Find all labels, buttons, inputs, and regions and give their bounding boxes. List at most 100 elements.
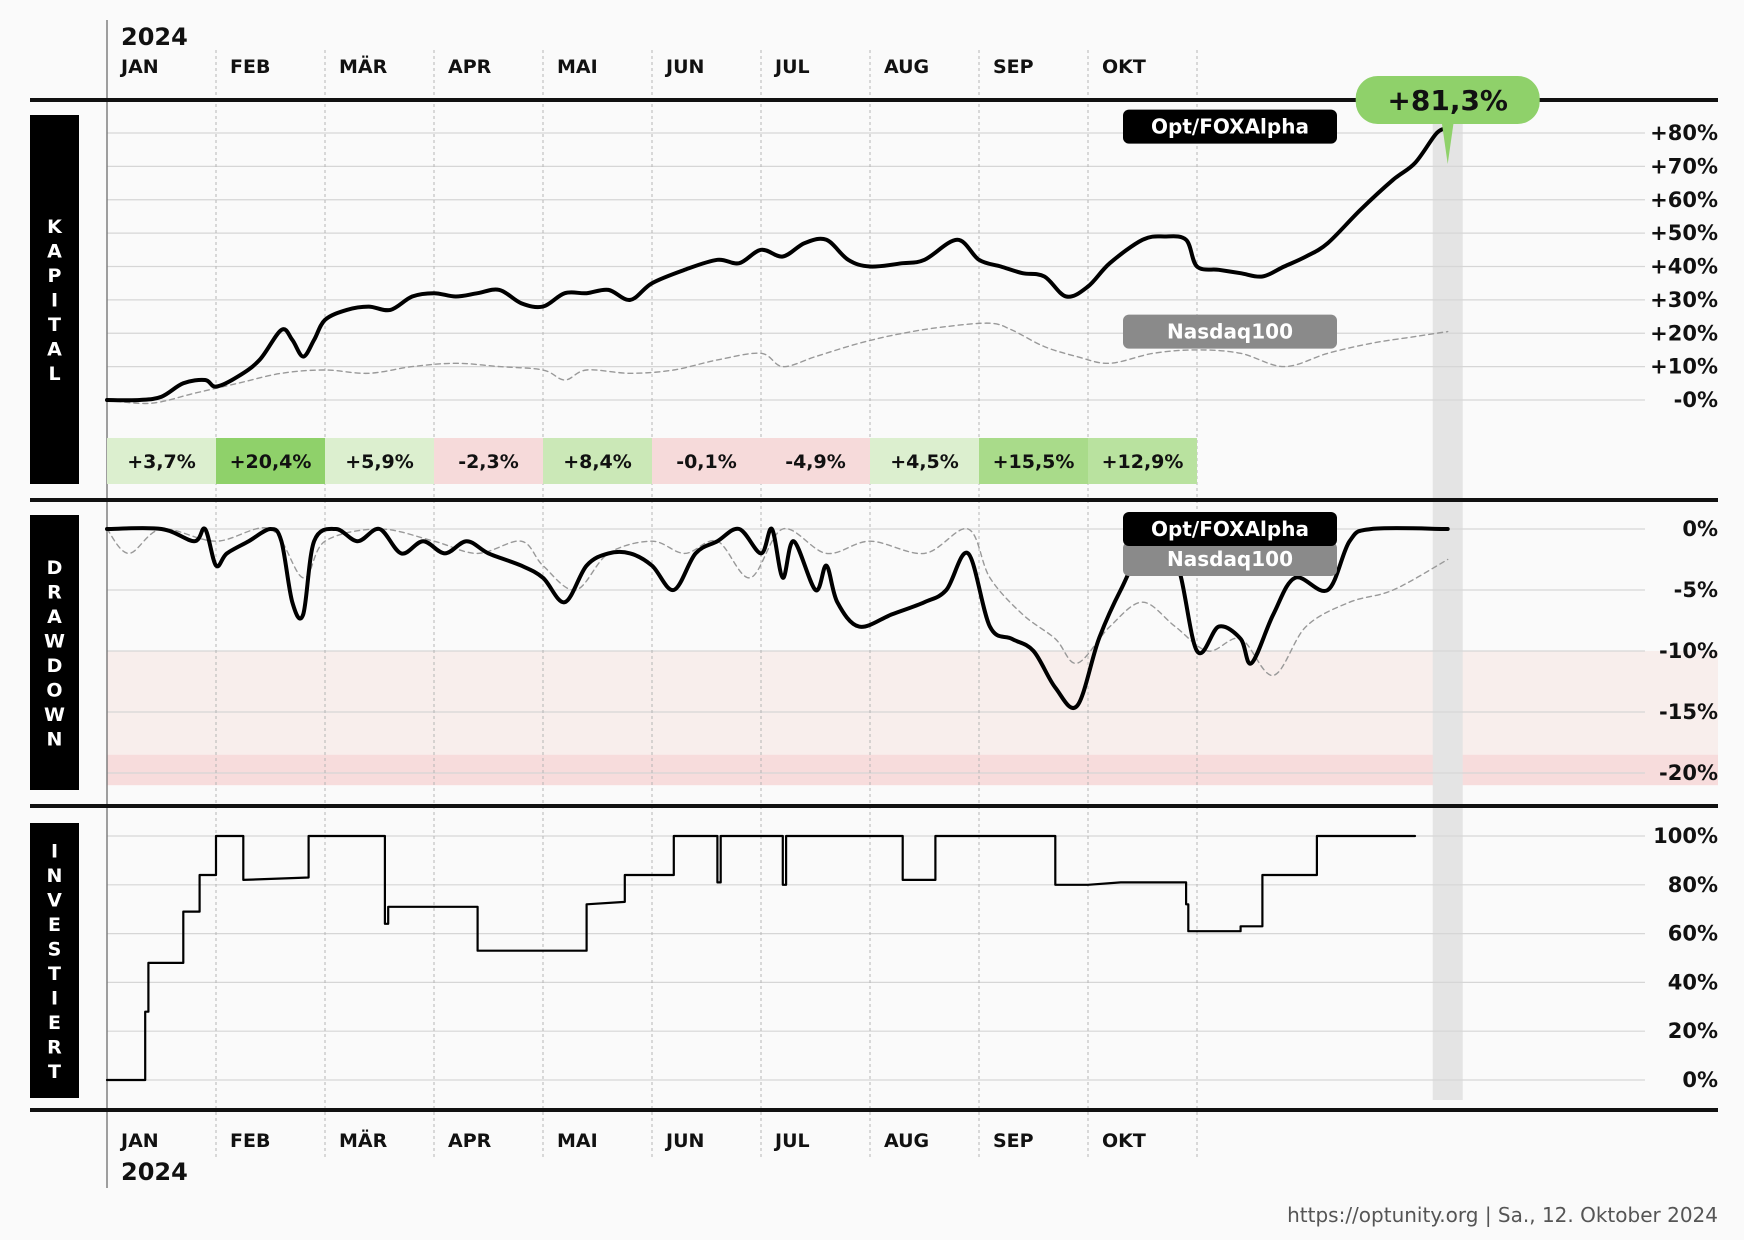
monthly-return-cell bbox=[325, 438, 434, 484]
monthly-return-value: +8,4% bbox=[563, 451, 632, 473]
footer-source: https://optunity.org | Sa., 12. Oktober … bbox=[1287, 1203, 1718, 1227]
drawdown-zone-moderate bbox=[107, 651, 1718, 755]
final-return-value: +81,3% bbox=[1387, 84, 1508, 117]
y-tick-investiert: 40% bbox=[1668, 970, 1718, 994]
panel-title-letter: I bbox=[51, 987, 58, 1009]
monthly-return-cell bbox=[216, 438, 325, 484]
panel-title-letter: T bbox=[48, 314, 61, 336]
month-label-bottom: MÄR bbox=[339, 1128, 388, 1152]
month-label-top: FEB bbox=[230, 56, 270, 78]
y-tick-investiert: 20% bbox=[1668, 1019, 1718, 1043]
y-tick-drawdown: -5% bbox=[1674, 578, 1718, 602]
final-return-badge bbox=[1355, 76, 1540, 124]
panel-titles: K A P I T A LD R A W D O W NI N V E S T I E R T bbox=[30, 115, 79, 1098]
month-label-top: OKT bbox=[1102, 56, 1146, 78]
y-tick-kapital: -0% bbox=[1674, 388, 1718, 412]
month-label-top: JAN bbox=[119, 56, 159, 78]
series-lines bbox=[105, 126, 1450, 1082]
y-tick-drawdown: -15% bbox=[1659, 700, 1718, 724]
panel-title-letter: A bbox=[47, 241, 62, 263]
month-label-bottom: JUN bbox=[664, 1130, 704, 1152]
month-label-top: APR bbox=[448, 56, 492, 78]
monthly-return-cell bbox=[434, 438, 543, 484]
panel-title-letter: N bbox=[47, 865, 63, 887]
month-label-top: JUN bbox=[664, 56, 704, 78]
kapital-label-benchmark-bg bbox=[1123, 314, 1337, 349]
gridlines bbox=[30, 20, 1718, 1188]
month-label-top: MAI bbox=[557, 56, 598, 78]
monthly-returns-strip: +3,7% +20,4% +5,9% -2,3% +8,4% -0,1% -4,9% +4,5… bbox=[107, 438, 1197, 484]
month-label-bottom: MAI bbox=[557, 1130, 598, 1152]
month-label-bottom: FEB bbox=[230, 1130, 270, 1152]
year-label-top: 2024 bbox=[121, 23, 188, 51]
drawdown-zone-severe bbox=[107, 754, 1718, 786]
y-tick-kapital: +40% bbox=[1650, 255, 1718, 279]
monthly-return-cell bbox=[543, 438, 652, 484]
y-tick-kapital: +30% bbox=[1650, 288, 1718, 312]
month-label-top: SEP bbox=[993, 56, 1034, 78]
strategy-line-investiert bbox=[105, 834, 1417, 1082]
drawdown-label-strategy: Opt/FOXAlpha bbox=[1151, 517, 1309, 541]
monthly-return-cell bbox=[979, 438, 1088, 484]
y-tick-kapital: +10% bbox=[1650, 355, 1718, 379]
panel-title-bar-drawdown bbox=[30, 515, 79, 790]
y-tick-kapital: +20% bbox=[1650, 321, 1718, 345]
benchmark-line-kapital bbox=[106, 322, 1449, 405]
month-axes: JAN JAN FEB FEB MÄR MÄR APR APR MAI MAI JUN JUN JUL J… bbox=[119, 23, 1146, 1186]
panel-title-letter: I bbox=[51, 290, 58, 312]
year-label-bottom: 2024 bbox=[121, 1158, 188, 1186]
monthly-return-value: +20,4% bbox=[230, 451, 312, 473]
y-tick-kapital: +80% bbox=[1650, 121, 1718, 145]
final-return-pointer bbox=[1441, 122, 1454, 164]
panel-title-letter: O bbox=[46, 679, 62, 701]
monthly-return-value: +3,7% bbox=[127, 451, 196, 473]
monthly-return-value: +12,9% bbox=[1102, 451, 1184, 473]
y-tick-investiert: 0% bbox=[1682, 1068, 1718, 1092]
month-label-bottom: OKT bbox=[1102, 1130, 1146, 1152]
y-tick-kapital: +50% bbox=[1650, 221, 1718, 245]
monthly-return-cell bbox=[870, 438, 979, 484]
panel-title-letter: A bbox=[47, 606, 62, 628]
monthly-return-cell bbox=[652, 438, 761, 484]
monthly-return-value: -0,1% bbox=[676, 451, 737, 473]
y-tick-kapital: +70% bbox=[1650, 154, 1718, 178]
y-tick-drawdown: -20% bbox=[1659, 761, 1718, 785]
panel-title-letter: K bbox=[47, 216, 63, 238]
panel-title-letter: L bbox=[48, 363, 60, 385]
month-label-bottom: APR bbox=[448, 1130, 492, 1152]
panel-title-letter: D bbox=[47, 655, 63, 677]
monthly-return-cell bbox=[761, 438, 870, 484]
series-labels: Opt/FOXAlpha Nasdaq100 Nasdaq100 Opt/FOXAlp… bbox=[1123, 76, 1540, 576]
panel-title-letter: R bbox=[47, 1036, 62, 1058]
panel-title-letter: W bbox=[44, 630, 65, 652]
monthly-return-value: -4,9% bbox=[785, 451, 846, 473]
monthly-return-cell bbox=[1088, 438, 1197, 484]
panel-title-letter: V bbox=[47, 889, 62, 911]
panel-title-letter: N bbox=[47, 728, 63, 750]
drawdown-label-benchmark: Nasdaq100 bbox=[1167, 547, 1293, 571]
y-tick-investiert: 80% bbox=[1668, 873, 1718, 897]
drawdown-label-benchmark-bg bbox=[1123, 542, 1337, 576]
today-band bbox=[1432, 100, 1463, 1100]
monthly-return-cell bbox=[107, 438, 216, 484]
panel-title-bar-investiert bbox=[30, 823, 79, 1098]
month-label-bottom: AUG bbox=[884, 1130, 929, 1152]
panel-title-letter: T bbox=[48, 963, 61, 985]
month-label-top: JUL bbox=[773, 56, 810, 78]
strategy-line-kapital bbox=[105, 126, 1450, 403]
panel-title-letter: T bbox=[48, 1061, 61, 1083]
monthly-return-value: +15,5% bbox=[993, 451, 1075, 473]
panel-title-letter: P bbox=[48, 265, 62, 287]
kapital-label-strategy-bg bbox=[1123, 109, 1337, 144]
panel-backgrounds bbox=[107, 100, 1718, 1100]
panel-title-letter: I bbox=[51, 840, 58, 862]
y-tick-drawdown: -10% bbox=[1659, 639, 1718, 663]
y-tick-investiert: 60% bbox=[1668, 922, 1718, 946]
month-label-top: MÄR bbox=[339, 54, 388, 78]
benchmark-line-drawdown bbox=[106, 527, 1449, 677]
monthly-return-value: -2,3% bbox=[458, 451, 519, 473]
